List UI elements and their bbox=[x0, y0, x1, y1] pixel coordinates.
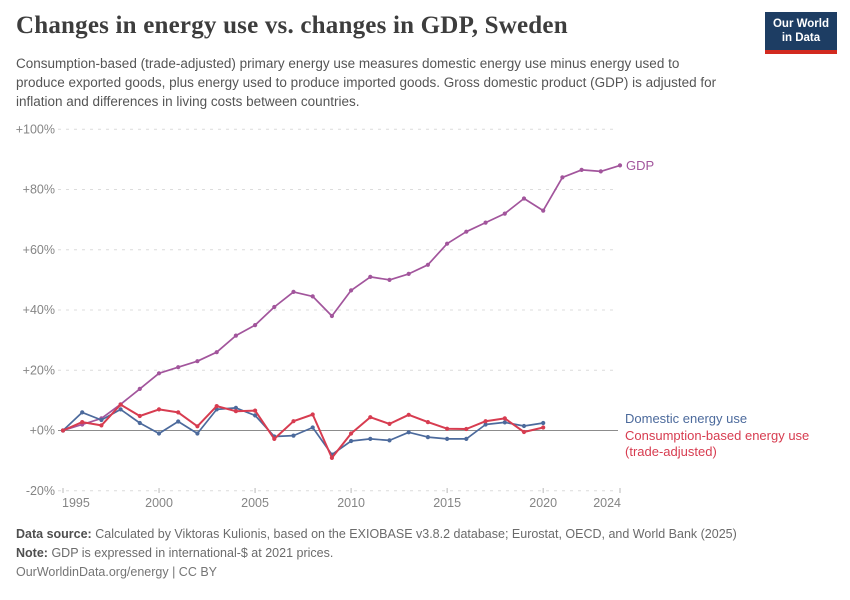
svg-text:+60%: +60% bbox=[23, 243, 55, 257]
svg-text:+0%: +0% bbox=[30, 424, 55, 438]
svg-text:2000: 2000 bbox=[145, 496, 173, 510]
svg-text:2015: 2015 bbox=[433, 496, 461, 510]
series-label-consumption-based-energy-use: Consumption-based energy use (trade-adju… bbox=[625, 428, 809, 460]
owid-logo: Our World in Data bbox=[764, 12, 837, 54]
footer-citation: OurWorldinData.org/energy | CC BY bbox=[16, 565, 218, 579]
page-title: Changes in energy use vs. changes in GDP… bbox=[16, 12, 568, 39]
footer-note-label: Note: bbox=[16, 546, 48, 560]
svg-text:2020: 2020 bbox=[529, 496, 557, 510]
series-label-gdp: GDP bbox=[626, 158, 655, 173]
svg-text:+40%: +40% bbox=[23, 303, 55, 317]
footer-datasource: Data source: Calculated by Viktoras Kuli… bbox=[16, 525, 737, 544]
series-label-domestic-energy-use: Domestic energy use bbox=[625, 411, 748, 426]
series-label-consumption-line1: Consumption-based energy use bbox=[625, 428, 810, 443]
footer-datasource-label: Data source: bbox=[16, 527, 92, 541]
svg-text:1995: 1995 bbox=[62, 496, 90, 510]
svg-text:+20%: +20% bbox=[23, 363, 55, 377]
owid-logo-line2: in Data bbox=[781, 31, 821, 44]
owid-logo-line1: Our World bbox=[772, 18, 829, 30]
series-label-consumption-line2: (trade-adjusted) bbox=[625, 444, 717, 459]
svg-text:2010: 2010 bbox=[337, 496, 365, 510]
svg-text:2024: 2024 bbox=[593, 496, 621, 510]
svg-text:+80%: +80% bbox=[23, 183, 55, 197]
svg-text:-20%: -20% bbox=[26, 484, 55, 498]
footer-note-text: GDP is expressed in international-$ at 2… bbox=[51, 546, 334, 560]
chart-subtitle: Consumption-based (trade-adjusted) prima… bbox=[16, 56, 717, 109]
svg-text:2005: 2005 bbox=[241, 496, 269, 510]
svg-text:+100%: +100% bbox=[16, 122, 55, 136]
chart-footer: Data source: Calculated by Viktoras Kuli… bbox=[16, 525, 737, 582]
footer-note: Note: GDP is expressed in international-… bbox=[16, 544, 737, 563]
footer-datasource-text: Calculated by Viktoras Kulionis, based o… bbox=[95, 527, 737, 541]
